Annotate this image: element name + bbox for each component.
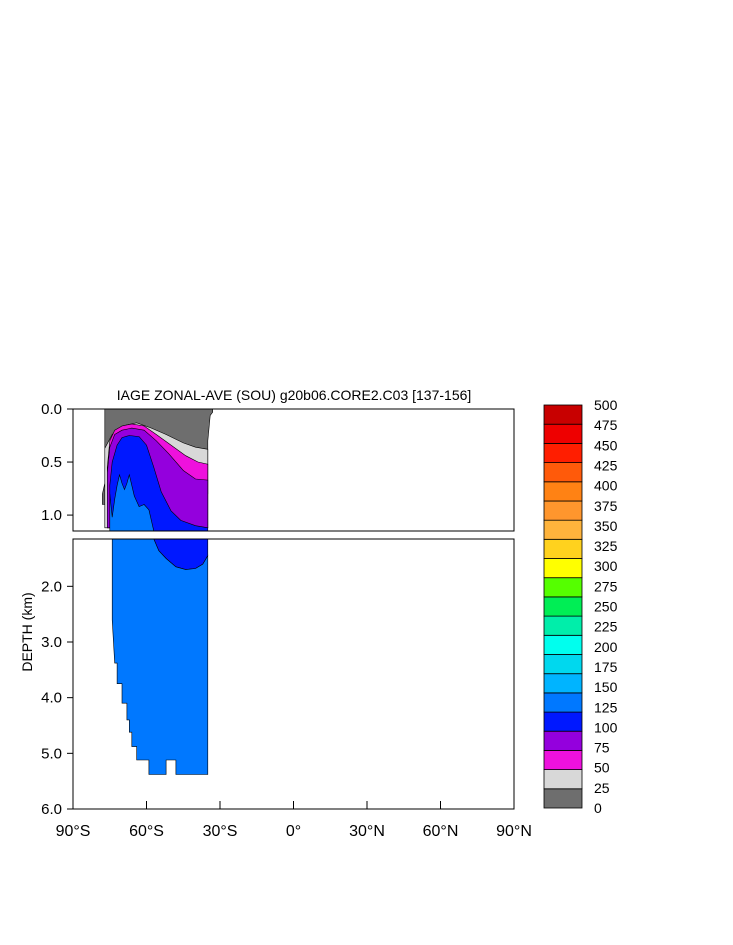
colorbar-label: 300 bbox=[594, 558, 618, 574]
colorbar-swatch bbox=[543, 538, 583, 559]
upper-y-ticks: 0.0 0.5 1.0 bbox=[41, 401, 73, 524]
colorbar-swatch bbox=[543, 673, 583, 694]
upper-plot-frame bbox=[72, 408, 515, 532]
colorbar-label: 475 bbox=[594, 417, 618, 433]
colorbar-swatch bbox=[543, 634, 583, 655]
colorbar-label: 375 bbox=[594, 498, 618, 514]
colorbar-label: 25 bbox=[594, 780, 610, 796]
colorbar-label: 350 bbox=[594, 518, 618, 534]
colorbar-label: 325 bbox=[594, 538, 618, 554]
colorbar-label: 200 bbox=[594, 639, 618, 655]
lower-y-tick-label: 3.0 bbox=[41, 634, 62, 651]
lower-y-tick-label: 6.0 bbox=[41, 801, 62, 818]
upper-contour-fills bbox=[102, 408, 213, 532]
x-tick-label: 90°N bbox=[496, 823, 532, 840]
colorbar-label: 75 bbox=[594, 740, 610, 756]
colorbar-swatch bbox=[543, 615, 583, 636]
colorbar-swatch bbox=[543, 654, 583, 675]
lower-y-tick-label: 4.0 bbox=[41, 690, 62, 707]
colorbar-swatch bbox=[543, 769, 583, 790]
x-tick-label: 60°S bbox=[129, 823, 164, 840]
colorbar-label: 450 bbox=[594, 437, 618, 453]
lower-y-ticks: 2.0 3.0 4.0 5.0 6.0 bbox=[41, 578, 73, 818]
colorbar-label: 0 bbox=[594, 800, 602, 816]
colorbar-swatch bbox=[543, 462, 583, 483]
lower-contour-fills bbox=[109, 538, 209, 775]
colorbar-swatch bbox=[543, 519, 583, 540]
colorbar-label: 50 bbox=[594, 760, 610, 776]
colorbar-label: 400 bbox=[594, 478, 618, 494]
colorbar-swatch bbox=[543, 750, 583, 771]
upper-y-tick-label: 0.5 bbox=[41, 454, 62, 471]
x-tick-label: 90°S bbox=[56, 823, 91, 840]
lower-plot-panel: 2.03.04.05.06.0 90°S 60°S 30°S 0° 30°N 60°N 90… bbox=[41, 538, 532, 840]
colorbar-label: 100 bbox=[594, 719, 618, 735]
colorbar-label: 150 bbox=[594, 679, 618, 695]
colorbar-label: 250 bbox=[594, 599, 618, 615]
colorbar-swatch bbox=[543, 481, 583, 502]
chart-title: IAGE ZONAL-AVE (SOU) g20b06.CORE2.C03 [1… bbox=[117, 387, 472, 403]
x-axis-ticks: 90°S 60°S 30°S 0° 30°N 60°N 90°N bbox=[56, 801, 532, 840]
colorbar-label: 275 bbox=[594, 578, 618, 594]
colorbar-swatch bbox=[543, 577, 583, 598]
upper-plot-panel: 0.0 0.5 1.0 bbox=[41, 401, 515, 532]
colorbar-swatch bbox=[543, 711, 583, 732]
y-axis-label: DEPTH (km) bbox=[19, 592, 35, 671]
lower-y-tick-label: 5.0 bbox=[41, 745, 62, 762]
x-tick-label: 0° bbox=[286, 823, 301, 840]
upper-y-tick-label: 1.0 bbox=[41, 507, 62, 524]
colorbar-swatch bbox=[543, 730, 583, 751]
lower-y-tick-label: 2.0 bbox=[41, 578, 62, 595]
colorbar-swatch bbox=[543, 404, 583, 425]
x-tick-label: 30°S bbox=[203, 823, 238, 840]
x-tick-label: 30°N bbox=[349, 823, 385, 840]
colorbar-label: 500 bbox=[594, 397, 618, 413]
colorbar-label: 175 bbox=[594, 659, 618, 675]
upper-y-tick-label: 0.0 bbox=[41, 401, 62, 418]
colorbar-swatch bbox=[543, 788, 583, 809]
colorbar-swatch bbox=[543, 423, 583, 444]
x-tick-label: 60°N bbox=[423, 823, 459, 840]
colorbar-swatch bbox=[543, 500, 583, 521]
colorbar-swatch bbox=[543, 442, 583, 463]
colorbar-label: 225 bbox=[594, 619, 618, 635]
colorbar-swatch bbox=[543, 558, 583, 579]
colorbar: 0 25 50 75 100 125 150 175 200 225 250 275 300 325 350… bbox=[543, 397, 618, 816]
colorbar-swatch bbox=[543, 596, 583, 617]
colorbar-label: 125 bbox=[594, 699, 618, 715]
colorbar-label: 425 bbox=[594, 458, 618, 474]
contour-fill-125-150-upper bbox=[109, 473, 155, 532]
colorbar-swatch bbox=[543, 692, 583, 713]
contour-fill-125-150-lower bbox=[109, 538, 209, 775]
